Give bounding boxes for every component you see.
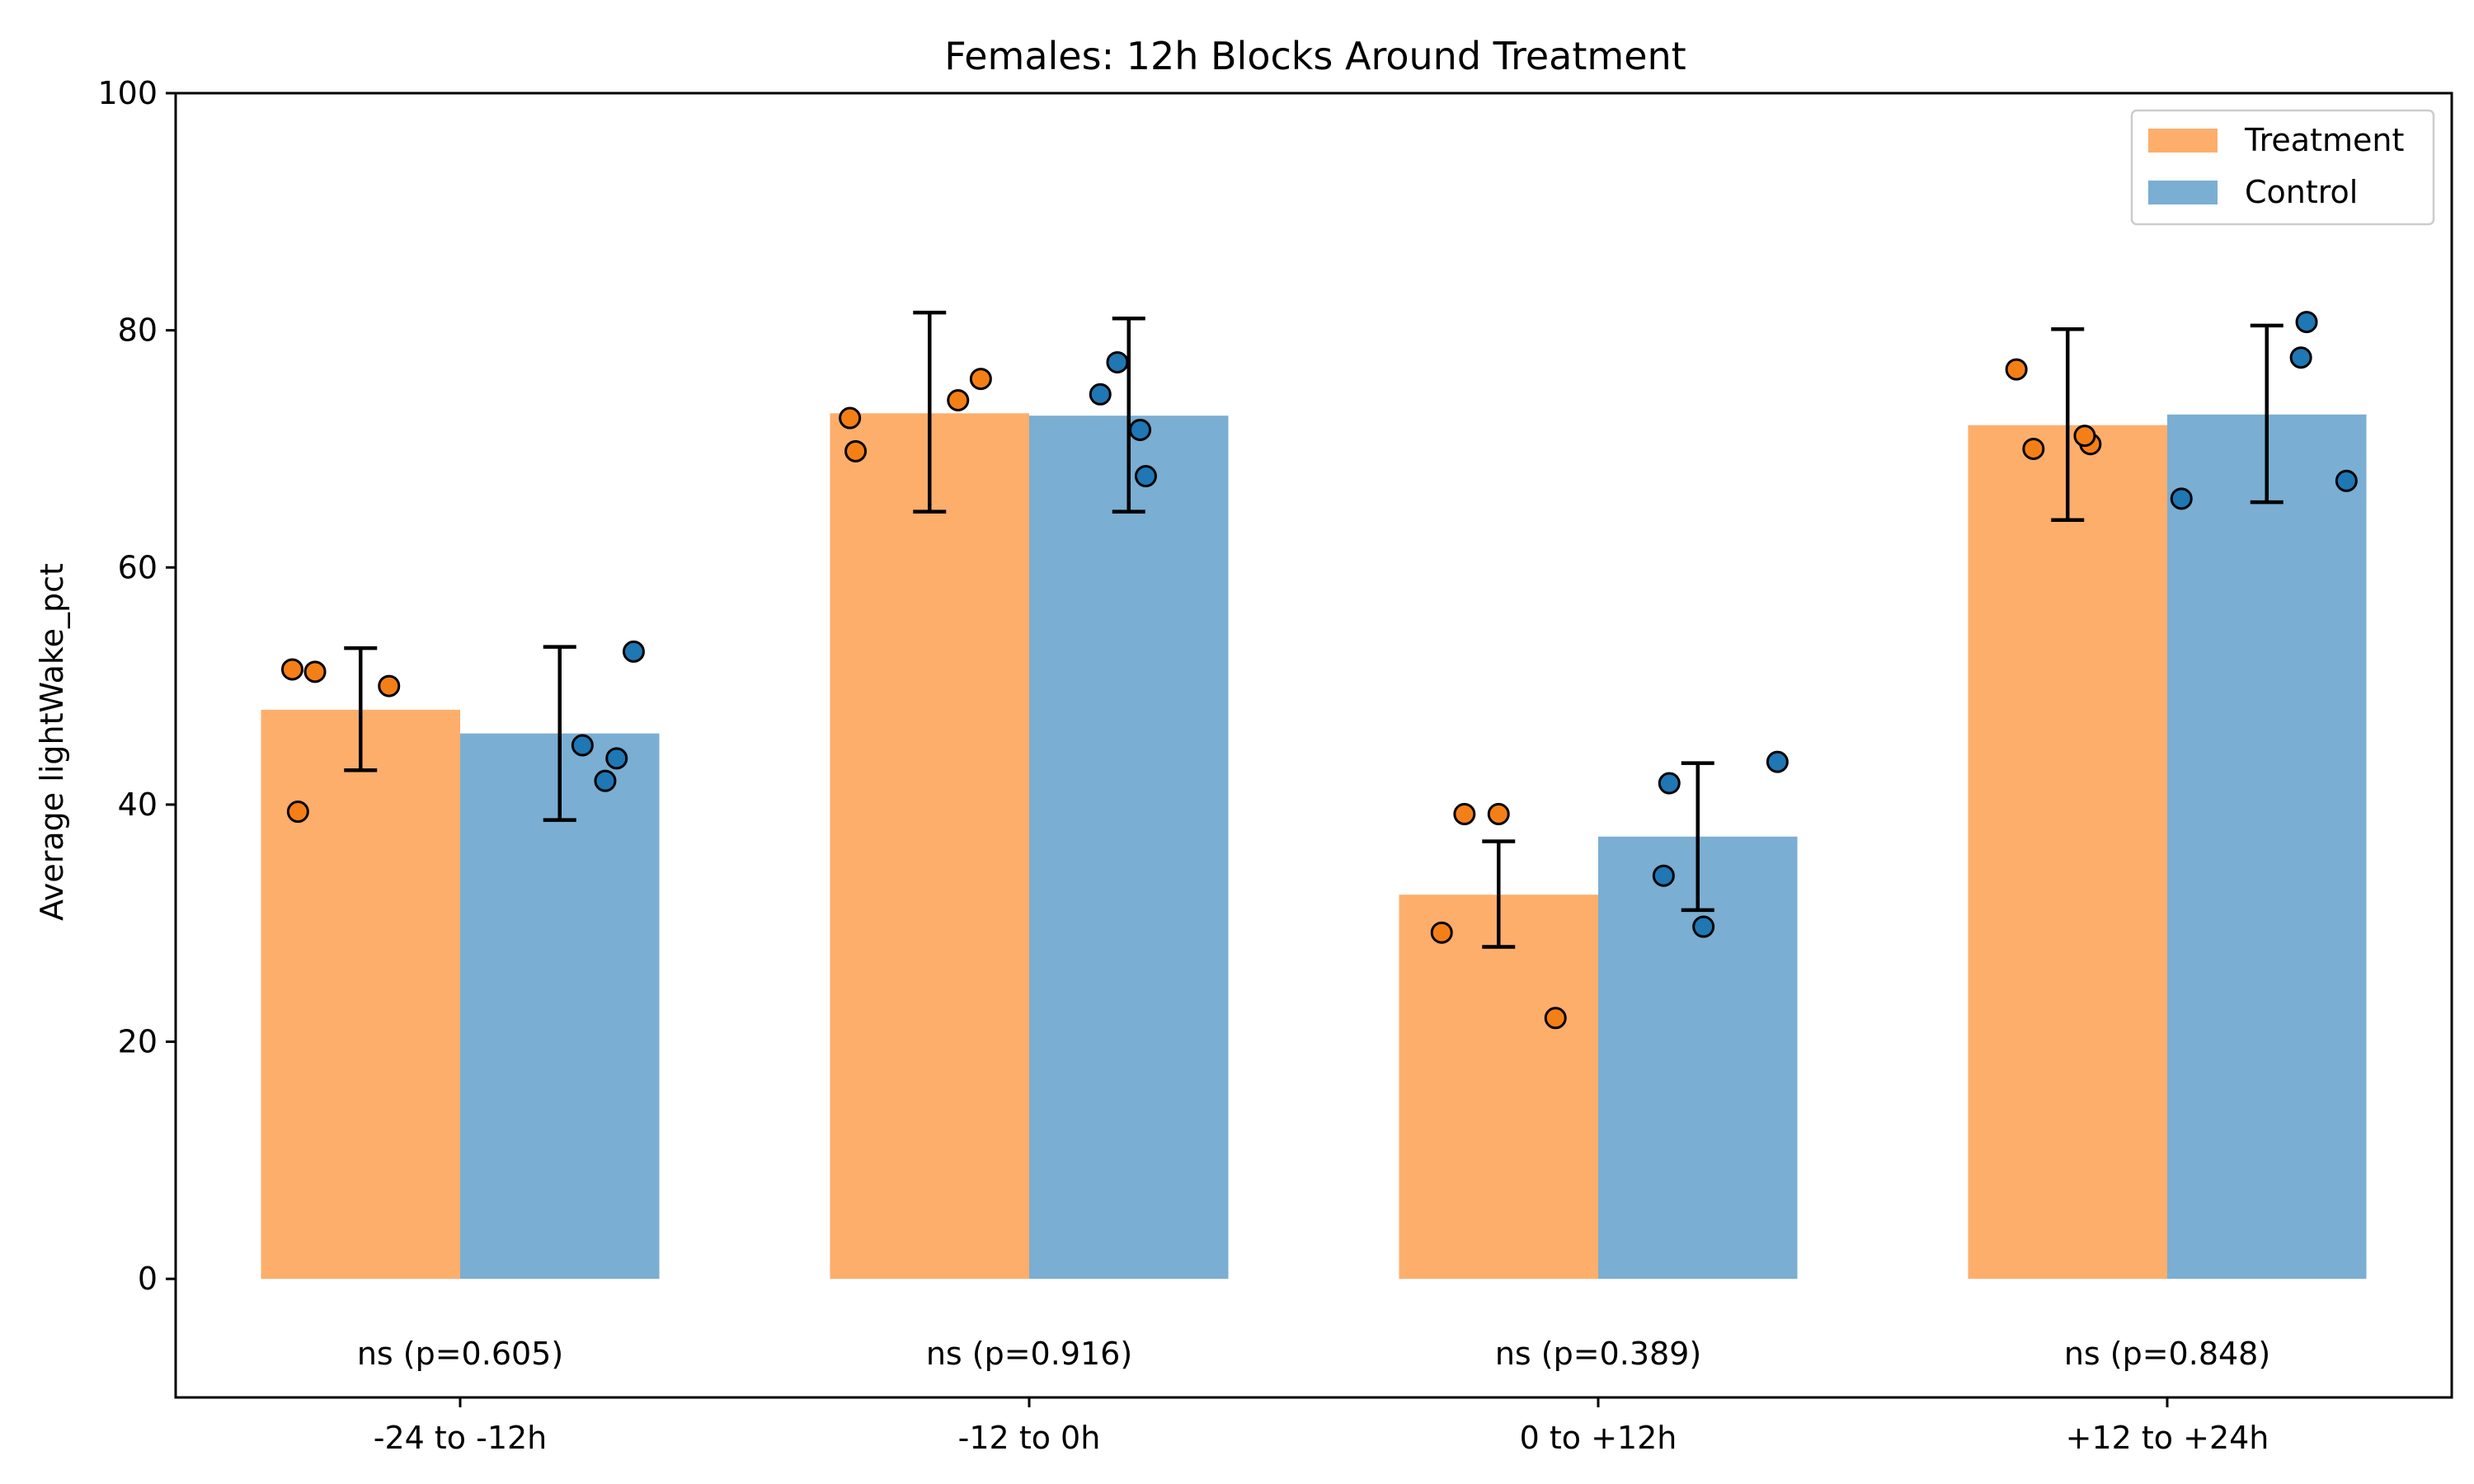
data-point-treatment-2-0 xyxy=(1453,802,1476,825)
data-point-treatment-1-2 xyxy=(947,388,970,411)
y-tick-label-60: 60 xyxy=(118,549,158,585)
y-tick-label-40: 40 xyxy=(118,787,158,823)
significance-label-0: ns (p=0.605) xyxy=(357,1336,563,1372)
y-axis-label: Average lightWake_pct xyxy=(34,563,70,921)
bar-treatment-2 xyxy=(1399,895,1598,1280)
significance-label-1: ns (p=0.916) xyxy=(926,1336,1132,1372)
data-point-control-0-0 xyxy=(622,640,645,663)
data-point-control-2-1 xyxy=(1658,772,1681,795)
y-tick-label-100: 100 xyxy=(97,75,158,111)
legend-swatch-treatment xyxy=(2148,129,2218,153)
data-point-control-2-3 xyxy=(1692,915,1715,938)
significance-label-2: ns (p=0.389) xyxy=(1495,1336,1701,1372)
data-point-treatment-1-0 xyxy=(839,406,862,430)
data-point-treatment-0-3 xyxy=(286,801,309,824)
data-point-control-0-2 xyxy=(605,747,628,770)
data-point-control-3-2 xyxy=(2335,469,2358,492)
bar-control-3 xyxy=(2167,414,2367,1280)
bar-treatment-0 xyxy=(261,709,460,1280)
data-point-treatment-1-3 xyxy=(969,368,992,391)
annotations-layer: ns (p=0.605) ns (p=0.916) ns (p=0.389) ns (… xyxy=(357,1336,2270,1372)
y-tick-label-80: 80 xyxy=(118,312,158,349)
y-tick-label-0: 0 xyxy=(138,1261,158,1297)
data-point-treatment-2-3 xyxy=(1544,1007,1567,1030)
data-point-treatment-3-0 xyxy=(2005,358,2028,381)
significance-label-3: ns (p=0.848) xyxy=(2064,1336,2270,1372)
legend-label-treatment: Treatment xyxy=(2244,122,2404,158)
data-point-control-3-1 xyxy=(2289,346,2312,369)
data-point-treatment-2-2 xyxy=(1430,921,1453,944)
y-tick-label-20: 20 xyxy=(118,1024,158,1060)
data-point-treatment-3-3 xyxy=(2073,425,2096,448)
data-point-control-1-0 xyxy=(1106,350,1129,373)
data-point-control-1-2 xyxy=(1129,418,1152,441)
legend-swatch-control xyxy=(2148,181,2218,204)
data-point-control-3-3 xyxy=(2170,487,2193,510)
data-point-control-0-3 xyxy=(594,769,617,792)
data-point-control-2-2 xyxy=(1652,864,1675,887)
bar-treatment-1 xyxy=(830,413,1029,1280)
chart-title: Females: 12h Blocks Around Treatment xyxy=(944,34,1686,78)
data-point-treatment-2-1 xyxy=(1487,802,1510,825)
x-tick-label-3: +12 to +24h xyxy=(2066,1420,2269,1456)
error-bars-layer xyxy=(344,310,2284,949)
points-layer xyxy=(280,311,2358,1030)
data-point-control-0-1 xyxy=(571,734,594,757)
bars-layer xyxy=(261,413,2367,1280)
bar-control-1 xyxy=(1029,416,1229,1280)
x-tick-label-2: 0 to +12h xyxy=(1520,1420,1677,1456)
bar-control-0 xyxy=(460,733,660,1280)
data-point-treatment-0-2 xyxy=(378,674,401,697)
data-point-control-2-0 xyxy=(1766,750,1789,773)
plot-frame xyxy=(174,92,2453,1399)
data-point-control-1-3 xyxy=(1134,465,1157,488)
data-point-control-1-1 xyxy=(1089,383,1112,406)
data-point-treatment-3-1 xyxy=(2022,437,2045,460)
legend: Treatment Control xyxy=(2130,109,2435,226)
x-tick-label-1: -12 to 0h xyxy=(958,1420,1101,1456)
data-point-control-3-0 xyxy=(2295,311,2318,334)
bar-treatment-3 xyxy=(1968,425,2167,1280)
axes-layer: 0 20 40 60 80 100 -24 to -12h -12 to 0h 0 to +12… xyxy=(97,75,2453,1456)
data-point-treatment-0-0 xyxy=(280,658,303,681)
legend-label-control: Control xyxy=(2245,174,2358,210)
data-point-treatment-1-1 xyxy=(844,439,868,463)
x-tick-label-0: -24 to -12h xyxy=(374,1420,548,1456)
data-point-treatment-0-1 xyxy=(303,660,327,683)
